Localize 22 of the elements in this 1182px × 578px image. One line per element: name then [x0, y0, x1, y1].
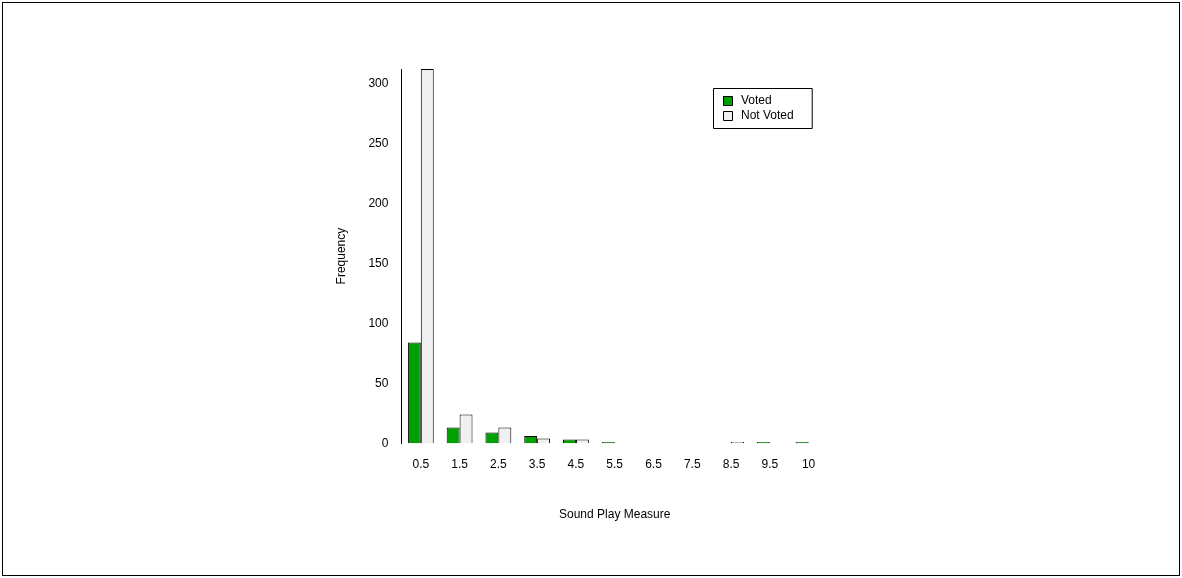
- x-tick-label: 6.5: [645, 456, 663, 471]
- x-tick-label: 3.5: [528, 456, 546, 471]
- x-tick-label: 4.5: [567, 456, 585, 471]
- y-tick-label: 200: [368, 195, 389, 210]
- legend-label: Not Voted: [741, 108, 794, 123]
- y-tick-label: 150: [368, 255, 389, 270]
- x-tick-label: 5.5: [606, 456, 624, 471]
- y-tick-label: 250: [368, 135, 389, 150]
- x-tick-label: 2.5: [490, 456, 508, 471]
- legend-label: Voted: [741, 93, 772, 108]
- x-tick-label: 7.5: [683, 456, 701, 471]
- y-tick-label: 50: [375, 375, 389, 390]
- y-tick-label: 0: [381, 435, 389, 450]
- y-tick-label: 100: [368, 315, 389, 330]
- x-tick-label: 1.5: [451, 456, 469, 471]
- y-axis-title: Frequency: [333, 227, 348, 285]
- x-tick-label: 0.5: [412, 456, 430, 471]
- y-tick-label: 300: [368, 75, 389, 90]
- x-tick-label: 9.5: [761, 456, 779, 471]
- x-axis-title: Sound Play Measure: [559, 507, 671, 522]
- x-tick-label: 8.5: [722, 456, 740, 471]
- x-tick-label: 10: [801, 456, 816, 471]
